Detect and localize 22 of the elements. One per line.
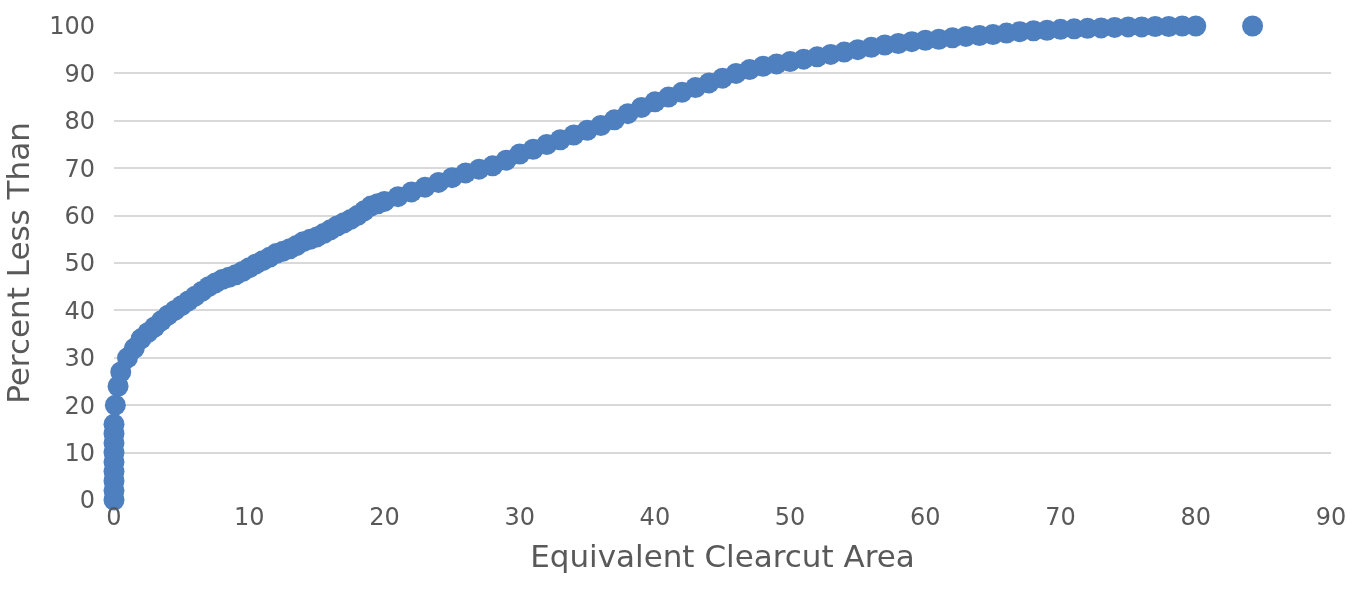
x-tick-label: 10 (233, 503, 265, 531)
y-tick-label: 60 (64, 202, 95, 230)
y-tick-label: 70 (64, 154, 95, 183)
x-tick-label: 90 (1315, 503, 1347, 531)
y-tick-label: 30 (64, 344, 95, 373)
x-axis-title: Equivalent Clearcut Area (530, 538, 915, 575)
y-tick-label: 90 (64, 59, 95, 88)
y-tick-label: 100 (49, 12, 95, 41)
y-tick-label: 40 (64, 296, 95, 325)
x-tick-label: 30 (504, 503, 535, 531)
x-tick-label: 0 (106, 503, 122, 531)
y-tick-label: 50 (64, 249, 95, 278)
x-tick-label: 60 (910, 503, 941, 531)
x-tick-label: 50 (774, 503, 806, 531)
x-tick-label: 80 (1180, 503, 1212, 531)
x-tick-label: 70 (1045, 503, 1076, 531)
x-tick-label: 20 (369, 503, 400, 531)
x-tick-label: 40 (639, 503, 671, 531)
y-tick-label: 10 (64, 439, 95, 467)
y-tick-label: 20 (64, 391, 95, 420)
y-tick-label: 80 (64, 107, 95, 136)
y-axis-title: Percent Less Than (0, 122, 36, 404)
